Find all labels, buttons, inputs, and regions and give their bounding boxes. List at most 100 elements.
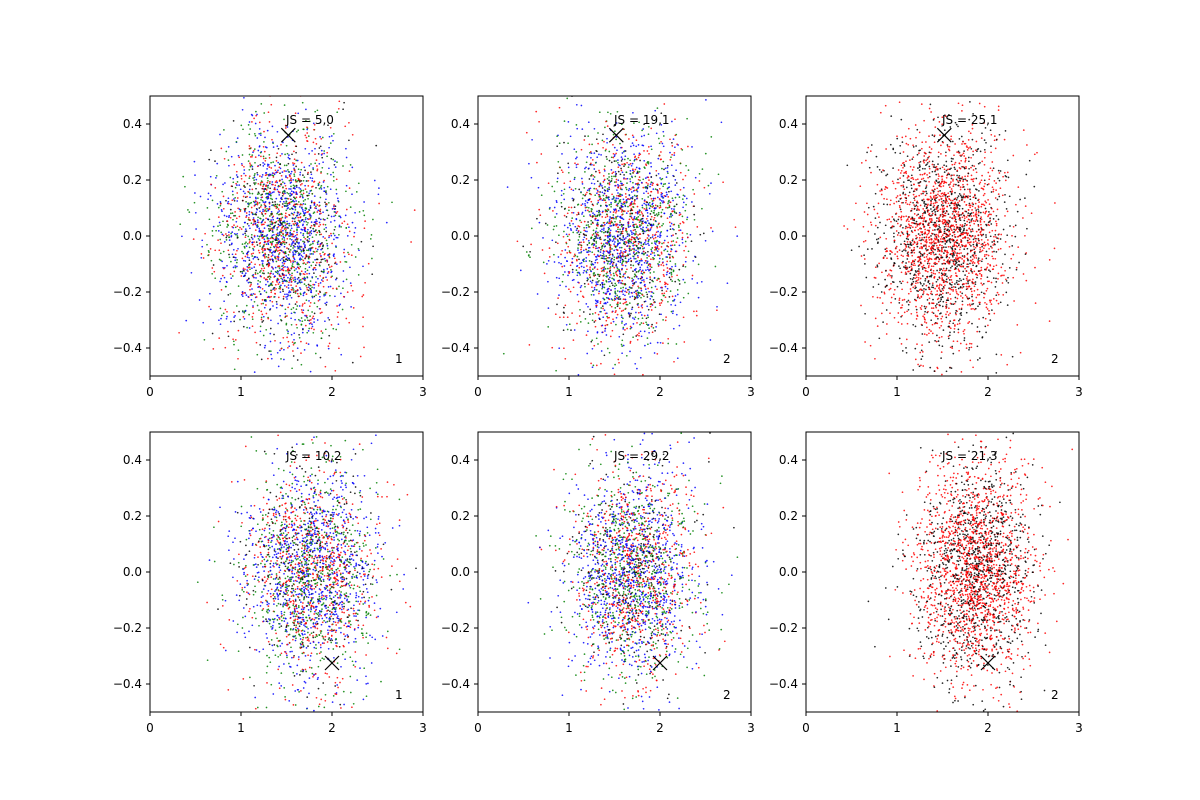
scatter-point <box>310 201 313 204</box>
scatter-point <box>641 204 644 207</box>
scatter-point <box>296 245 299 248</box>
scatter-point <box>632 169 634 172</box>
scatter-point <box>625 171 628 174</box>
scatter-point <box>685 203 687 206</box>
scatter-point <box>206 207 209 209</box>
scatter-point <box>700 280 703 283</box>
scatter-point <box>666 207 669 209</box>
scatter-point <box>558 277 561 280</box>
scatter-point <box>252 257 255 260</box>
scatter-point <box>264 344 267 347</box>
scatter-point <box>587 121 590 124</box>
scatter-point <box>671 244 674 247</box>
scatter-point <box>315 159 318 161</box>
scatter-point <box>263 210 266 212</box>
scatter-point <box>647 162 650 165</box>
scatter-point <box>560 189 563 192</box>
scatter-point <box>276 203 279 206</box>
scatter-point <box>669 228 672 231</box>
scatter-point <box>286 237 289 240</box>
scatter-point <box>583 226 585 229</box>
scatter-point <box>313 287 315 289</box>
scatter-point <box>616 223 618 225</box>
scatter-point <box>284 251 286 254</box>
scatter-point <box>529 250 531 253</box>
scatter-point <box>684 265 687 268</box>
scatter-point <box>217 216 220 218</box>
scatter-point <box>312 315 315 318</box>
scatter-point <box>377 193 380 196</box>
scatter-point <box>324 328 327 331</box>
scatter-point <box>631 306 634 309</box>
scatter-point <box>283 348 285 351</box>
scatter-point <box>612 171 615 174</box>
scatter-point <box>304 198 307 201</box>
scatter-point <box>302 196 304 199</box>
scatter-point <box>601 254 604 257</box>
scatter-point <box>208 158 211 161</box>
scatter-point <box>608 182 611 184</box>
scatter-point <box>234 186 237 189</box>
scatter-point <box>363 227 366 230</box>
scatter-point <box>652 197 655 200</box>
scatter-point <box>564 256 566 259</box>
scatter-point <box>229 208 232 211</box>
scatter-point <box>726 282 729 285</box>
scatter-point <box>671 214 674 217</box>
scatter-point <box>556 135 558 138</box>
scatter-point <box>289 261 292 263</box>
scatter-point <box>625 255 628 257</box>
scatter-point <box>612 272 615 275</box>
scatter-point <box>227 335 230 338</box>
scatter-point <box>354 256 357 258</box>
scatter-point <box>212 225 215 228</box>
scatter-point <box>678 283 681 285</box>
scatter-point <box>619 275 621 278</box>
scatter-point <box>319 208 322 211</box>
scatter-point <box>286 280 288 283</box>
scatter-point <box>278 213 280 216</box>
scatter-point <box>673 205 676 208</box>
scatter-point <box>244 236 247 239</box>
scatter-point <box>587 135 590 137</box>
scatter-point <box>282 225 285 227</box>
scatter-point <box>301 101 304 104</box>
scatter-point <box>620 182 622 185</box>
scatter-point <box>588 210 591 213</box>
scatter-point <box>272 240 274 243</box>
scatter-point <box>669 256 671 258</box>
scatter-point <box>612 211 615 213</box>
scatter-point <box>625 301 628 303</box>
scatter-point <box>242 259 245 262</box>
scatter-point <box>587 249 590 252</box>
scatter-point <box>625 354 628 357</box>
scatter-point <box>635 281 637 283</box>
scatter-point <box>663 194 666 197</box>
scatter-point <box>344 125 347 128</box>
scatter-point <box>308 261 311 264</box>
scatter-point <box>595 242 598 244</box>
scatter-point <box>586 244 589 246</box>
scatter-point <box>614 291 616 294</box>
scatter-point <box>286 176 289 179</box>
scatter-point <box>293 258 296 261</box>
scatter-point <box>560 169 563 172</box>
scatter-point <box>670 271 672 274</box>
scatter-point <box>653 209 656 212</box>
scatter-point <box>316 319 319 321</box>
scatter-point <box>313 201 316 204</box>
scatter-point <box>281 288 284 291</box>
scatter-point <box>284 265 286 268</box>
scatter-point <box>605 296 608 299</box>
scatter-point <box>255 114 258 117</box>
scatter-point <box>277 225 280 228</box>
scatter-point <box>292 251 294 253</box>
scatter-point <box>281 238 284 240</box>
scatter-point <box>613 160 616 162</box>
scatter-point <box>621 279 624 282</box>
scatter-point <box>587 224 590 226</box>
scatter-point <box>531 138 533 141</box>
scatter-point <box>656 183 659 186</box>
scatter-point <box>324 260 327 262</box>
scatter-point <box>620 316 623 319</box>
